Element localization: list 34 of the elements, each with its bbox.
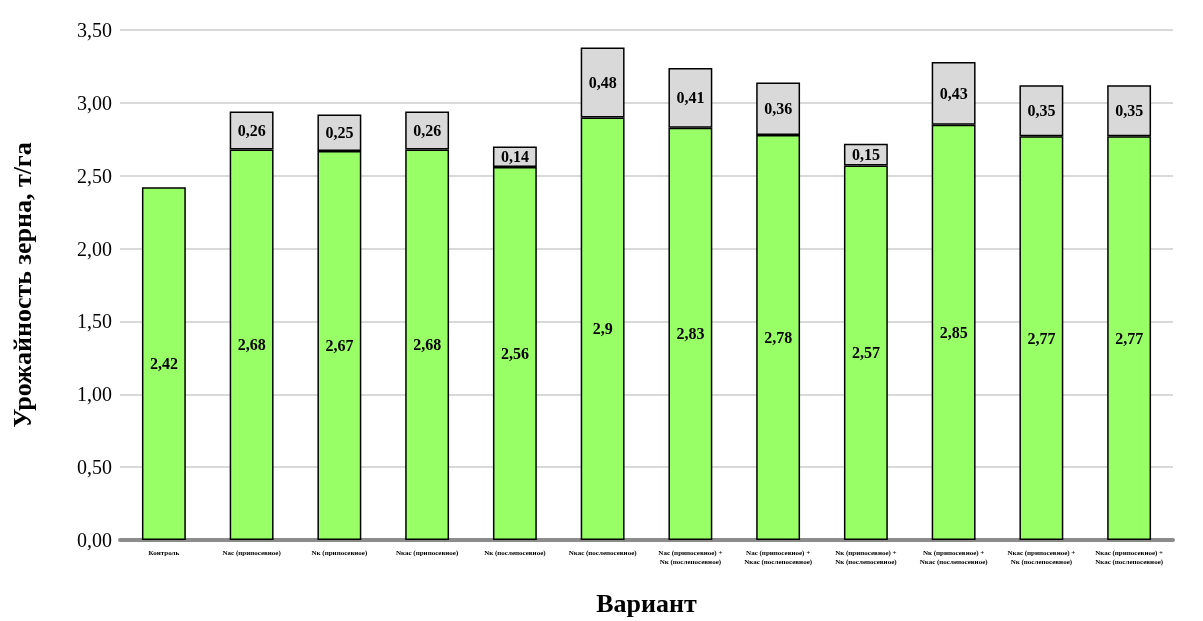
y-tick-label: 3,50 <box>77 19 112 41</box>
y-tick-label: 1,00 <box>77 383 112 406</box>
data-label: 2,56 <box>500 344 529 362</box>
data-label: 2,77 <box>1115 329 1144 347</box>
data-label: 2,68 <box>237 336 266 354</box>
data-label: 0,26 <box>413 122 442 140</box>
data-label: 2,67 <box>325 336 354 354</box>
y-tick-label: 2,00 <box>77 237 112 260</box>
data-label: 0,36 <box>764 100 793 118</box>
y-tick-label: 2,50 <box>77 164 112 187</box>
data-label: 2,77 <box>1027 329 1056 347</box>
y-tick-label: 1,50 <box>77 310 112 333</box>
y-tick-label: 0,00 <box>77 529 112 551</box>
data-label: 0,35 <box>1115 102 1144 120</box>
y-tick-label: 0,50 <box>77 456 112 479</box>
data-label: 0,26 <box>237 122 266 140</box>
data-label: 0,48 <box>588 73 617 91</box>
x-axis-title: Вариант <box>596 588 697 618</box>
data-label: 0,15 <box>851 146 880 164</box>
data-label: 2,85 <box>939 323 968 341</box>
data-label: 0,35 <box>1027 102 1056 120</box>
data-label: 2,42 <box>149 355 178 373</box>
data-label: 2,68 <box>413 336 442 354</box>
data-label: 2,57 <box>851 344 880 362</box>
y-axis-title: Урожайность зерна, т/га <box>7 142 37 428</box>
data-label: 2,9 <box>592 320 613 338</box>
data-label: 0,14 <box>500 148 529 166</box>
data-label: 0,43 <box>939 84 968 102</box>
bar <box>141 187 186 540</box>
data-label: 0,25 <box>325 124 354 142</box>
data-label: 2,83 <box>676 325 705 343</box>
data-label: 2,78 <box>764 328 793 346</box>
data-label: 0,41 <box>676 89 705 107</box>
y-tick-label: 3,00 <box>77 91 112 114</box>
